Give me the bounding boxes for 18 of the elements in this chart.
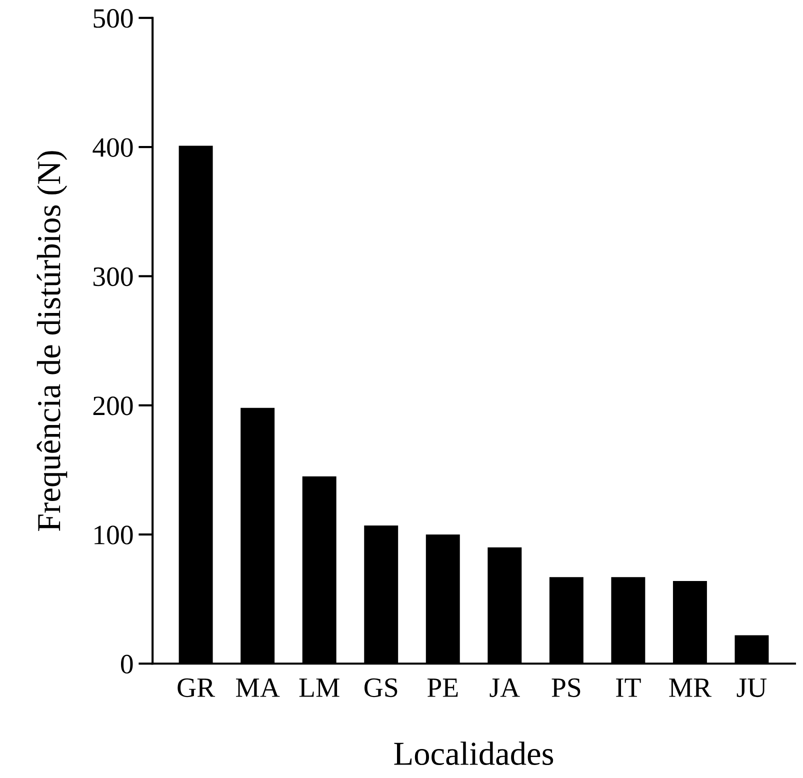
x-axis-title: Localidades: [394, 742, 554, 766]
x-tick-label: GR: [178, 678, 216, 698]
x-tick-label: GS: [364, 678, 398, 698]
x-tick-label: PE: [427, 678, 458, 697]
x-tick-label: JU: [736, 678, 767, 698]
y-tick-label: 0: [120, 654, 133, 674]
y-axis-title: Frequência de distúrbios (N): [36, 151, 68, 531]
x-tick-label: LM: [299, 678, 340, 697]
x-tick-label: JA: [490, 678, 520, 698]
y-tick-label: 300: [93, 267, 133, 286]
x-tick-label: MR: [669, 678, 712, 697]
y-tick-label: 200: [93, 396, 133, 416]
x-tick-label: MA: [236, 678, 280, 697]
y-tick-label: 500: [94, 9, 133, 28]
y-tick-label: 100: [94, 526, 133, 544]
x-tick-label: PS: [552, 678, 580, 698]
x-tick-label: IT: [616, 678, 641, 697]
y-tick-label: 400: [92, 138, 133, 157]
